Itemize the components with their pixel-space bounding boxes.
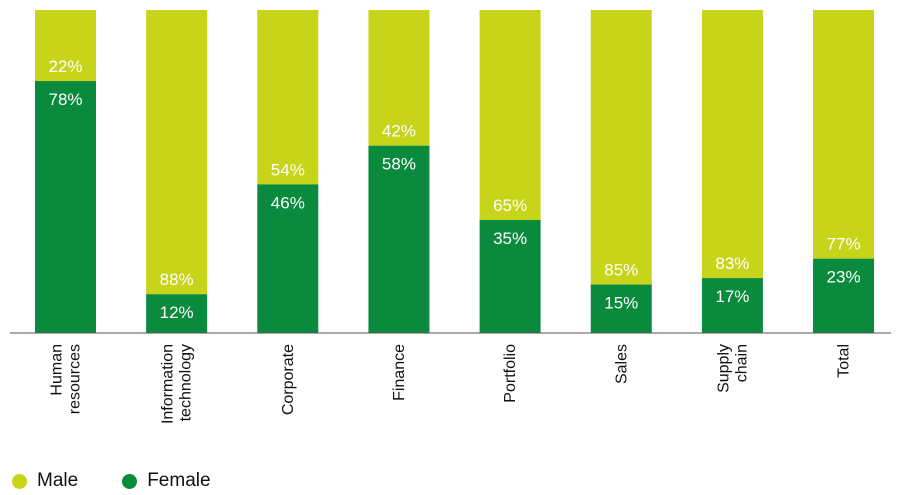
category-label-line: resources <box>67 344 84 414</box>
data-label-male-sales: 85% <box>604 261 638 280</box>
category-label-line: Supply <box>715 344 732 393</box>
category-label-line: Portfolio <box>502 344 519 403</box>
data-label-female-sales: 15% <box>604 294 638 313</box>
data-label-male-human-resources: 22% <box>48 57 82 76</box>
bar-male-human-resources <box>35 10 96 82</box>
bar-female-finance <box>368 145 430 333</box>
category-label-line: Finance <box>391 344 408 401</box>
bar-male-total <box>813 10 875 259</box>
category-label-total: Total <box>836 344 853 378</box>
category-label-line: Total <box>836 344 853 378</box>
data-label-female-supply-chain: 17% <box>715 287 749 306</box>
bar-male-finance <box>368 10 430 146</box>
bars-group: 22% 78% 88% 12% 54% 46% 42% 58% 65% 35% 85% 15% 83% 1… <box>35 10 875 333</box>
stacked-bar-chart: 22% 78% 88% 12% 54% 46% 42% 58% 65% 35% 85% 15% 83% 1… <box>10 10 891 424</box>
category-label-sales: Sales <box>613 344 630 384</box>
bar-female-portfolio <box>479 219 541 333</box>
bar-female-sales <box>590 284 652 333</box>
data-label-female-information-technology: 12% <box>160 303 194 322</box>
category-label-supply-chain: Supplychain <box>715 344 750 393</box>
data-label-female-total: 23% <box>827 268 861 287</box>
legend-item-male: Male <box>12 470 78 492</box>
category-label-line: Sales <box>613 344 630 384</box>
bar-female-information-technology <box>146 294 208 333</box>
data-label-male-total: 77% <box>827 235 861 254</box>
bar-female-human-resources <box>35 81 96 333</box>
data-label-female-human-resources: 78% <box>48 90 82 109</box>
category-label-information-technology: Informationtechnology <box>160 344 195 424</box>
bar-male-supply-chain <box>701 10 763 279</box>
category-label-line: Human <box>49 344 66 396</box>
category-label-line: technology <box>178 344 195 421</box>
bar-male-portfolio <box>479 10 541 220</box>
data-label-female-corporate: 46% <box>271 193 305 212</box>
bar-male-information-technology <box>146 10 208 295</box>
legend-swatch-female <box>122 473 138 489</box>
category-label-portfolio: Portfolio <box>502 344 519 403</box>
bar-male-corporate <box>257 10 319 185</box>
data-label-male-portfolio: 65% <box>493 196 527 215</box>
data-label-male-supply-chain: 83% <box>715 254 749 273</box>
legend-swatch-male <box>12 473 27 489</box>
data-label-female-finance: 58% <box>382 155 416 174</box>
category-label-line: chain <box>733 344 750 382</box>
bar-female-total <box>813 258 875 333</box>
legend-item-female: Female <box>122 470 211 492</box>
data-label-male-information-technology: 88% <box>160 270 194 289</box>
category-label-human-resources: Humanresources <box>49 344 84 414</box>
category-label-finance: Finance <box>391 344 408 401</box>
legend-label-male: Male <box>37 470 79 491</box>
data-label-male-finance: 42% <box>382 122 416 141</box>
legend-label-female: Female <box>147 470 211 491</box>
category-labels-group: Humanresources Informationtechnology Corpo… <box>49 344 853 424</box>
legend: Male Female <box>12 470 255 492</box>
category-label-line: Corporate <box>280 344 297 415</box>
data-label-female-portfolio: 35% <box>493 229 527 248</box>
bar-male-sales <box>590 10 652 285</box>
category-label-corporate: Corporate <box>280 344 297 415</box>
bar-female-supply-chain <box>701 278 763 333</box>
data-label-male-corporate: 54% <box>271 160 305 179</box>
category-label-line: Information <box>160 344 177 424</box>
bar-female-corporate <box>257 184 319 333</box>
